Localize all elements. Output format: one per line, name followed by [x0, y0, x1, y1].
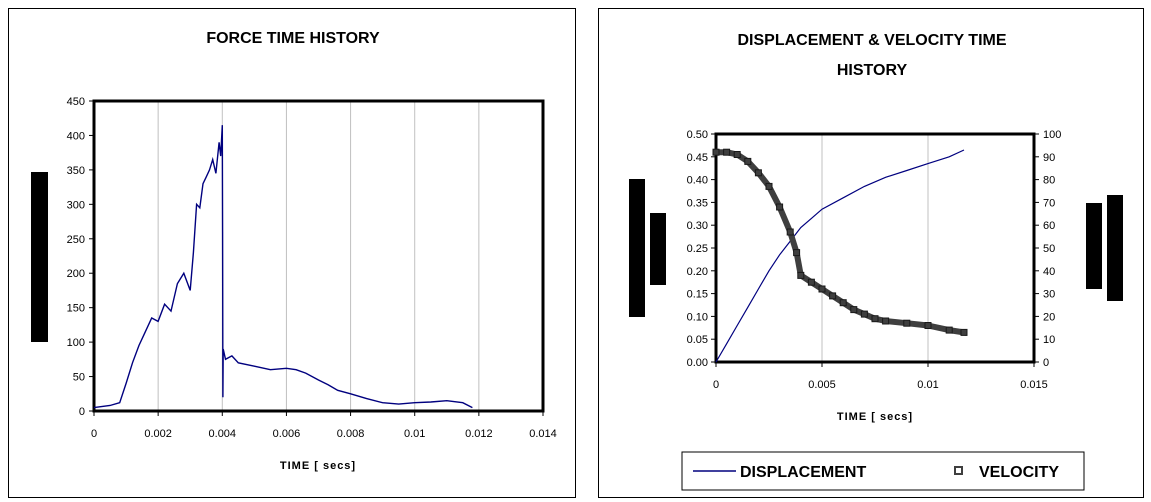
x-tick-label: 0.014	[529, 428, 557, 440]
x-tick-label: 0.005	[808, 379, 836, 391]
y-tick-label: 250	[67, 234, 85, 246]
y-axis-label-redacted	[629, 179, 645, 317]
plot-area	[92, 99, 545, 413]
x-axis-label: TIME [ secs]	[280, 460, 356, 472]
x-tick-label: 0.015	[1020, 379, 1048, 391]
y-tick-label: 0.45	[687, 152, 708, 164]
y-tick-label: 0.05	[687, 334, 708, 346]
velocity-marker	[860, 310, 868, 318]
y-tick-label: 0.20	[687, 266, 708, 278]
displacement-velocity-chart-panel: DISPLACEMENT & VELOCITY TIME HISTORY 0.0…	[598, 8, 1144, 498]
x-tick-label: 0	[91, 428, 97, 440]
plot-area	[714, 132, 1036, 364]
y2-tick-label: 20	[1043, 311, 1055, 323]
y-tick-label: 50	[73, 372, 85, 384]
legend-velocity-label: VELOCITY	[979, 464, 1059, 481]
y-tick-label: 0.25	[687, 243, 708, 255]
x-tick-label: 0.01	[404, 428, 425, 440]
legend: DISPLACEMENT VELOCITY	[681, 451, 1085, 491]
y2-axis-label-redacted-2	[1107, 195, 1123, 301]
y2-tick-label: 70	[1043, 197, 1055, 209]
velocity-marker	[882, 317, 890, 325]
y-tick-label: 350	[67, 165, 85, 177]
y-tick-label: 0.50	[687, 129, 708, 141]
x-tick-label: 0.008	[337, 428, 365, 440]
y2-tick-label: 40	[1043, 266, 1055, 278]
x-tick-label: 0.004	[209, 428, 237, 440]
displacement-series-line	[715, 149, 965, 363]
y-tick-label: 200	[67, 268, 85, 280]
y-tick-label: 300	[67, 199, 85, 211]
velocity-series-line	[713, 149, 968, 336]
y-tick-label: 150	[67, 303, 85, 315]
y-tick-label: 0.35	[687, 197, 708, 209]
y-tick-label: 0.10	[687, 311, 708, 323]
chart-title-line-1: DISPLACEMENT & VELOCITY TIME	[737, 32, 1006, 49]
velocity-marker	[818, 285, 826, 293]
chart-title-line-2: HISTORY	[837, 62, 908, 79]
y-axis-label-redacted-2	[650, 213, 666, 285]
y2-tick-label: 10	[1043, 334, 1055, 346]
velocity-marker	[924, 322, 932, 329]
x-axis-label: TIME [ secs]	[837, 411, 913, 423]
velocity-marker	[723, 148, 731, 156]
legend-box	[681, 451, 1085, 491]
x-tick-label: 0.006	[273, 428, 301, 440]
velocity-marker	[786, 228, 794, 236]
velocity-marker	[807, 278, 815, 286]
x-tick-label: 0.012	[465, 428, 493, 440]
y2-tick-label: 100	[1043, 129, 1061, 141]
legend-displacement-label: DISPLACEMENT	[740, 464, 866, 481]
velocity-marker	[733, 151, 741, 158]
y-tick-label: 0	[79, 406, 85, 418]
y2-tick-label: 0	[1043, 357, 1049, 369]
y-tick-label: 100	[67, 337, 85, 349]
velocity-marker	[945, 326, 953, 334]
y2-tick-label: 30	[1043, 289, 1055, 301]
x-tick-label: 0.002	[144, 428, 172, 440]
velocity-marker	[765, 182, 773, 190]
velocity-marker	[871, 315, 879, 323]
y-tick-label: 0.40	[687, 175, 708, 187]
y2-tick-label: 90	[1043, 152, 1055, 164]
y-tick-label: 400	[67, 130, 85, 142]
velocity-marker	[793, 249, 801, 257]
y-tick-label: 0.00	[687, 357, 708, 369]
velocity-marker	[754, 169, 762, 177]
y2-tick-label: 60	[1043, 220, 1055, 232]
legend-velocity-swatch	[954, 466, 963, 475]
velocity-marker	[829, 292, 837, 300]
x-tick-label: 0.01	[917, 379, 938, 391]
velocity-marker	[903, 319, 911, 327]
velocity-marker	[960, 328, 968, 336]
velocity-marker	[839, 299, 847, 307]
velocity-marker	[712, 148, 720, 156]
velocity-marker	[744, 157, 752, 165]
displacement-velocity-chart: DISPLACEMENT & VELOCITY TIME HISTORY 0.0…	[629, 32, 1123, 491]
y2-tick-label: 50	[1043, 243, 1055, 255]
velocity-marker	[850, 306, 858, 314]
force-time-history-chart: FORCE TIME HISTORY 0 50 100 150 200 250 300 350…	[31, 30, 557, 472]
y-tick-label: 0.15	[687, 289, 708, 301]
y-axis-label-redacted	[31, 172, 48, 342]
force-chart-panel: FORCE TIME HISTORY 0 50 100 150 200 250 300 350…	[8, 8, 576, 498]
y-tick-label: 450	[67, 96, 85, 108]
y-tick-label: 0.30	[687, 220, 708, 232]
force-series-line	[93, 125, 473, 409]
velocity-marker	[797, 271, 805, 279]
chart-title: FORCE TIME HISTORY	[206, 30, 380, 47]
velocity-marker	[776, 203, 784, 211]
x-tick-label: 0	[713, 379, 719, 391]
y2-tick-label: 80	[1043, 175, 1055, 187]
y2-axis-label-redacted	[1086, 203, 1102, 289]
